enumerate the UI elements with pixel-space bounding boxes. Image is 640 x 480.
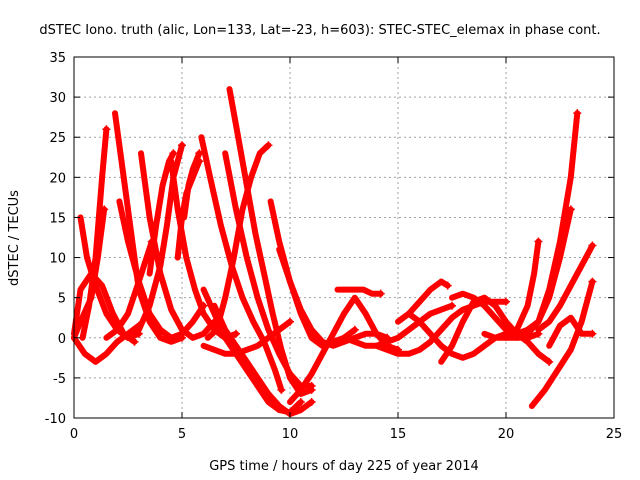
series-line-arc-hh	[513, 238, 542, 333]
series-endpoint-arc-c	[102, 125, 111, 134]
series-endpoint-arc-dd	[545, 357, 554, 366]
series-endpoint-arc-bb	[443, 281, 452, 290]
y-tick-label: 5	[58, 292, 66, 307]
x-tick-label: 15	[390, 427, 407, 442]
x-tick-label: 0	[70, 427, 78, 442]
series-line-arc-ii	[528, 278, 596, 409]
series-endpoint-arc-kk	[588, 329, 597, 338]
series-line-arc-gg	[503, 206, 574, 341]
y-tick-label: 15	[49, 211, 66, 226]
series-line-arc-aa	[373, 298, 509, 357]
series-endpoint-arc-ff	[573, 109, 582, 118]
series-group	[71, 86, 597, 417]
y-axis-label: dSTEC / TECUs	[7, 190, 22, 286]
series-endpoint-arc-r	[264, 141, 273, 150]
series-endpoint-arc-y	[376, 289, 385, 298]
series-endpoint-arc-o	[277, 385, 286, 394]
x-tick-label: 10	[282, 427, 299, 442]
x-axis-label: GPS time / hours of day 225 of year 2014	[209, 459, 479, 474]
y-tick-label: 30	[49, 91, 66, 106]
series-endpoint-arc-gg	[566, 205, 575, 214]
series-endpoint-arc-v	[286, 317, 294, 326]
y-tick-label: 0	[58, 332, 66, 347]
series-line-arc-i	[138, 150, 218, 341]
series-line-arc-v	[200, 318, 293, 357]
series-line-arc-t	[211, 302, 315, 417]
series-endpoint-arc-k	[169, 149, 178, 158]
series-line-arc-x	[287, 294, 401, 405]
chart-title: dSTEC Iono. truth (alic, Lon=133, Lat=-2…	[39, 23, 600, 38]
series-line-arc-r	[204, 142, 272, 341]
series-line-arc-jj	[535, 242, 596, 333]
series-line-arc-w	[276, 246, 391, 349]
y-tick-label: 25	[49, 131, 66, 146]
plot-frame	[73, 56, 615, 419]
series-line-arc-y	[334, 286, 384, 297]
series-line-arc-dd	[438, 294, 553, 365]
series-line-arc-e	[71, 322, 142, 365]
series-endpoint-arc-j	[178, 141, 186, 150]
series-endpoint-arc-s	[307, 381, 316, 390]
y-tick-label: 20	[49, 171, 66, 186]
y-tick-label: 10	[49, 252, 66, 267]
series-endpoint-arc-t	[307, 397, 316, 406]
series-line-arc-g	[116, 198, 207, 341]
series-endpoint-arc-p	[296, 397, 305, 406]
series-endpoint-arc-jj	[588, 241, 597, 250]
series-line-arc-q	[226, 86, 315, 397]
series-line-arc-c	[79, 126, 110, 341]
series-line-arc-s	[222, 150, 315, 389]
series-endpoint-arc-u	[350, 325, 359, 334]
y-tick-label: -5	[53, 372, 66, 387]
series-endpoint-arc-hh	[534, 237, 543, 246]
y-tick-label: 35	[49, 51, 66, 66]
y-tick-label: -10	[45, 412, 66, 427]
axis-ticks: 0 5 10 15 20 25 -10 -5 0 5 10 15 20 25 30 35	[45, 51, 623, 442]
series-endpoint-arc-aa	[502, 297, 510, 306]
series-endpoint-arc-a	[130, 337, 139, 346]
series-endpoint-arc-z	[448, 301, 456, 310]
series-line-arc-o	[198, 134, 285, 393]
series-line-arc-n	[181, 150, 203, 221]
series-endpoint-arc-l	[232, 329, 240, 338]
series-endpoint-arc-ii	[588, 277, 597, 286]
series-line-arc-h	[103, 238, 155, 341]
series-line-arc-z	[341, 302, 455, 349]
x-tick-label: 25	[606, 427, 623, 442]
x-tick-label: 5	[178, 427, 186, 442]
series-line-arc-kk	[546, 314, 596, 349]
x-tick-label: 20	[498, 427, 515, 442]
